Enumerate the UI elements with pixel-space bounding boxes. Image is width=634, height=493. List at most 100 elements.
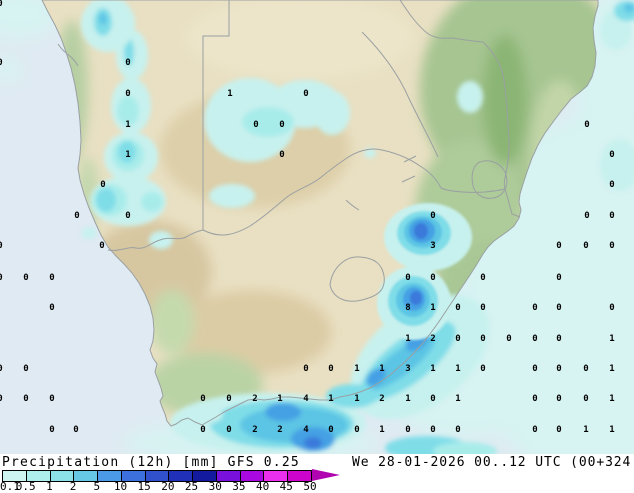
precipitation-map: 0 0 0 0 1 0 1 0 0 0 1 0 0 0 0 0 0 0 0 0 0 0 3 0 0 0 0 0 0 0 0 0 0 0 8 1 0 0 0 0… [0, 0, 634, 454]
grid-value: 0 [556, 334, 561, 344]
country-borders [57, 0, 521, 302]
border-zimbabwe-mozambique [482, 41, 510, 190]
scale-segment [216, 471, 241, 481]
grid-value: 0 [556, 273, 561, 283]
grid-value: 0 [23, 273, 28, 283]
grid-value: 0 [532, 303, 537, 313]
grid-value: 0 [583, 394, 588, 404]
grid-value: 0 [405, 425, 410, 435]
scale-tick-label: 0.5 [15, 480, 36, 493]
grid-value: 0 [328, 364, 333, 374]
grid-value: 0 [0, 394, 3, 404]
scale-overflow-arrow [312, 469, 340, 481]
grid-value: 4 [303, 425, 309, 435]
scale-tick-label: 25 [184, 480, 199, 493]
grid-values-layer: 0 0 0 0 1 0 1 0 0 0 1 0 0 0 0 0 0 0 0 0 0 0 3 0 0 0 0 0 0 0 0 0 0 0 8 1 0 0 0 0… [0, 0, 615, 435]
grid-value: 1 [354, 394, 359, 404]
grid-value: 0 [279, 120, 284, 130]
grid-value: 0 [556, 364, 561, 374]
precipitation-overlay [81, 0, 634, 454]
grid-value: 0 [200, 394, 205, 404]
grid-value: 0 [49, 303, 54, 313]
grid-value: 0 [480, 334, 485, 344]
grid-value: 0 [226, 394, 231, 404]
grid-value: 0 [354, 425, 359, 435]
grid-value: 1 [455, 394, 460, 404]
border-zambezi [399, 0, 484, 43]
grid-value: 3 [405, 364, 410, 374]
grid-value: 0 [584, 120, 589, 130]
border-limpopo [343, 148, 506, 193]
scale-segment [121, 471, 146, 481]
grid-value: 0 [253, 120, 258, 130]
scale-segment [98, 471, 122, 481]
grid-value: 0 [430, 273, 435, 283]
grid-value: 0 [430, 394, 435, 404]
grid-value: 0 [0, 364, 3, 374]
grid-value: 1 [583, 425, 588, 435]
border-orange-river [107, 229, 204, 251]
grid-value: 0 [480, 364, 485, 374]
grid-value: 0 [532, 334, 537, 344]
grid-value: 1 [455, 364, 460, 374]
grid-value: 0 [125, 58, 130, 68]
grid-value: 1 [430, 364, 435, 374]
grid-value: 0 [583, 241, 588, 251]
river-marks [345, 155, 417, 211]
grid-value: 0 [532, 394, 537, 404]
legend-title: Precipitation (12h) [mm] GFS 0.25 [2, 455, 300, 470]
grid-value: 0 [405, 273, 410, 283]
grid-value: 0 [556, 394, 561, 404]
grid-value: 0 [532, 364, 537, 374]
scale-segment [74, 471, 99, 481]
grid-value: 0 [125, 89, 130, 99]
scale-segment [193, 471, 217, 481]
grid-value: 1 [405, 334, 410, 344]
scale-segment [240, 471, 265, 481]
grid-value: 0 [455, 425, 460, 435]
grid-value: 0 [583, 364, 588, 374]
grid-value: 0 [556, 425, 561, 435]
scale-tick-label: 30 [208, 480, 222, 493]
grid-value: 0 [584, 211, 589, 221]
grid-value: 0 [328, 425, 333, 435]
scale-tick-label: 15 [137, 480, 151, 493]
scale-segment [3, 471, 27, 481]
grid-value: 0 [74, 211, 79, 221]
border-namibia-botswana [202, 0, 230, 230]
grid-value: 0 [480, 303, 485, 313]
grid-value: 0 [506, 334, 511, 344]
valid-datetime: We 28-01-2026 00..12 UTC (00+324 [352, 455, 632, 470]
grid-value: 4 [303, 394, 309, 404]
scale-segment [264, 471, 289, 481]
scale-tick-label: 1 [46, 480, 53, 493]
grid-value: 2 [277, 425, 282, 435]
border-sa-mozambique [504, 188, 521, 218]
color-scale-bar [2, 470, 312, 482]
grid-value: 0 [0, 241, 3, 251]
grid-value: 1 [609, 394, 614, 404]
grid-value: 0 [125, 211, 130, 221]
grid-value: 0 [609, 180, 614, 190]
grid-value: 0 [0, 0, 3, 9]
grid-value: 1 [125, 150, 130, 160]
grid-value: 1 [609, 364, 614, 374]
grid-value: 1 [609, 425, 614, 435]
grid-value: 0 [0, 58, 3, 68]
grid-value: 1 [430, 303, 435, 313]
scale-tick-label: 35 [232, 480, 246, 493]
grid-value: 0 [226, 425, 231, 435]
grid-value: 0 [455, 303, 460, 313]
border-lesotho [329, 256, 385, 302]
grid-value: 1 [354, 364, 359, 374]
grid-value: 2 [379, 394, 384, 404]
scale-segment [145, 471, 170, 481]
grid-value: 0 [23, 364, 28, 374]
scale-tick-label: 45 [279, 480, 293, 493]
grid-value: 2 [430, 334, 435, 344]
scale-tick-label: 10 [113, 480, 128, 493]
grid-value: 1 [379, 425, 384, 435]
grid-value: 0 [200, 425, 205, 435]
grid-value: 0 [303, 89, 308, 99]
